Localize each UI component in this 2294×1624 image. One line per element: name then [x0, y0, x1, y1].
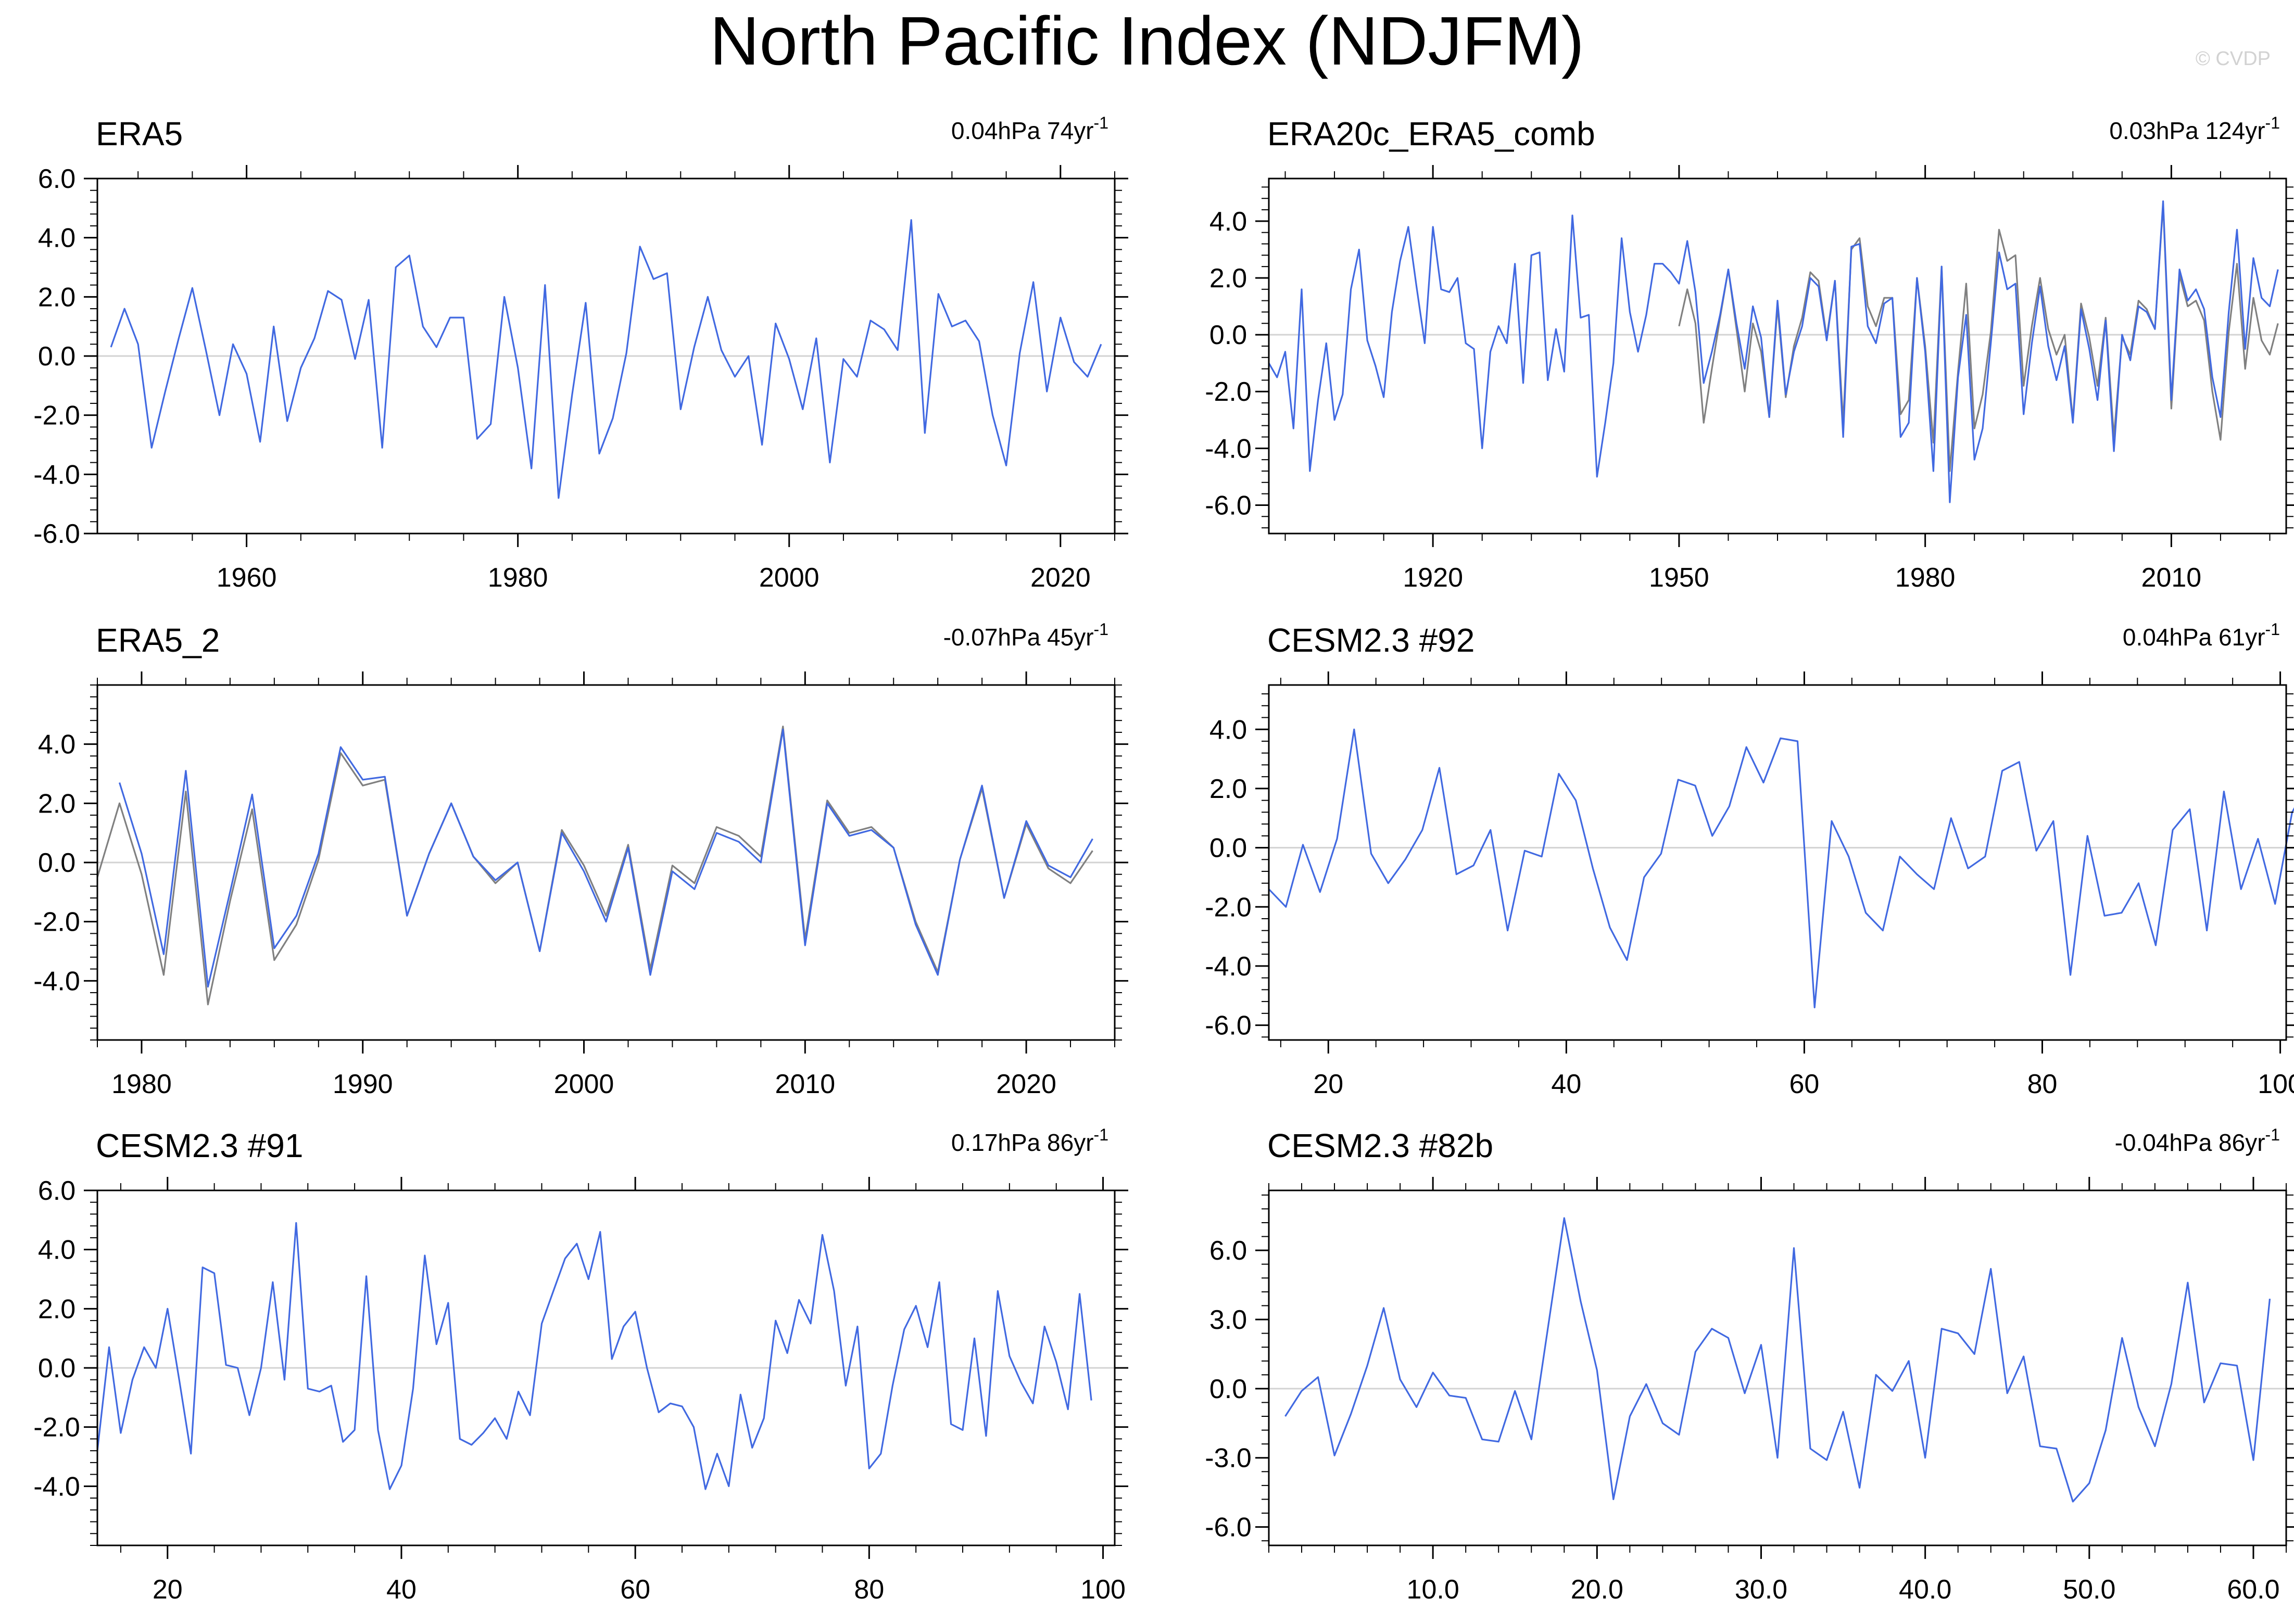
x-tick-label: 1980: [488, 563, 548, 593]
x-tick-label: 2010: [775, 1069, 835, 1099]
x-tick-label: 2020: [1030, 563, 1091, 593]
x-tick-label: 1990: [333, 1069, 393, 1099]
x-tick-label: 2000: [554, 1069, 614, 1099]
chart-panel: -6.0 -4.0 -2.0 0.0 2.0 4.0 20 40 60 80 100 CESM2.3 …: [1205, 620, 2294, 1099]
trend-annotation: 0.17hPa 86yr-1: [951, 1125, 1108, 1156]
y-tick-label: 4.0: [38, 730, 75, 760]
y-tick-label: -4.0: [33, 966, 80, 996]
x-tick-label: 60: [1789, 1069, 1819, 1099]
x-tick-label: 80: [854, 1575, 884, 1605]
trend-annotation: 0.04hPa 74yr-1: [951, 113, 1108, 144]
main-title: North Pacific Index (NDJFM): [710, 3, 1584, 79]
chart-panel: -6.0 -3.0 0.0 3.0 6.0 10.0 20.0 30.0 40.0 50.0 60.…: [1205, 1125, 2294, 1605]
x-tick-label: 1950: [1649, 563, 1709, 593]
series-line: [96, 725, 1093, 1006]
y-tick-label: 2.0: [38, 282, 75, 312]
y-tick-label: -6.0: [1205, 1011, 1252, 1041]
series-line: [1678, 203, 2279, 472]
y-tick-label: 0.0: [1209, 833, 1247, 864]
x-tick-label: 10.0: [1407, 1575, 1459, 1605]
chart-panel: -4.0 -2.0 0.0 2.0 4.0 1980 1990 2000 2010 2020 ERA…: [33, 620, 1128, 1099]
y-tick-label: -6.0: [1205, 490, 1252, 521]
x-tick-label: 1960: [217, 563, 277, 593]
y-tick-label: -2.0: [1205, 892, 1252, 922]
chart-panel: -6.0 -4.0 -2.0 0.0 2.0 4.0 1920 1950 1980 2010 ERA…: [1205, 113, 2294, 593]
panel-title: ERA20c_ERA5_comb: [1267, 115, 1595, 153]
x-tick-label: 40.0: [1899, 1575, 1951, 1605]
y-tick-label: -2.0: [33, 1413, 80, 1443]
plot-frame: [1268, 177, 2287, 535]
y-tick-label: -2.0: [33, 401, 80, 431]
panel-title: ERA5_2: [96, 621, 220, 659]
x-tick-label: 60: [620, 1575, 650, 1605]
trend-annotation: -0.04hPa 86yr-1: [2115, 1125, 2280, 1156]
y-tick-label: 2.0: [1209, 263, 1247, 294]
x-tick-label: 30.0: [1735, 1575, 1787, 1605]
series-line: [110, 219, 1102, 499]
y-tick-label: 2.0: [1209, 774, 1247, 804]
x-tick-label: 2000: [759, 563, 820, 593]
y-tick-label: 6.0: [1209, 1236, 1247, 1266]
series-line: [1268, 728, 2294, 1009]
y-tick-label: 4.0: [1209, 207, 1247, 237]
plot-frame: [1268, 684, 2287, 1041]
y-tick-label: 4.0: [38, 223, 75, 253]
y-tick-label: 2.0: [38, 789, 75, 819]
x-tick-label: 1980: [111, 1069, 172, 1099]
y-tick-label: 4.0: [38, 1235, 75, 1265]
chart-panel: -6.0 -4.0 -2.0 0.0 2.0 4.0 6.0 1960 1980 2000 2020…: [33, 113, 1128, 593]
x-tick-label: 40: [1551, 1069, 1581, 1099]
series-line: [1284, 1217, 2271, 1503]
chart-panel: -4.0 -2.0 0.0 2.0 4.0 6.0 20 40 60 80 100 CESM2.3 #…: [33, 1125, 1128, 1605]
y-tick-label: -4.0: [33, 1471, 80, 1502]
y-tick-label: 0.0: [38, 1353, 75, 1384]
panel-title: CESM2.3 #82b: [1267, 1127, 1493, 1164]
y-tick-label: 4.0: [1209, 715, 1247, 745]
watermark: © CVDP: [2195, 48, 2271, 70]
x-tick-label: 2010: [2141, 563, 2202, 593]
x-tick-label: 2020: [996, 1069, 1056, 1099]
panel-title: ERA5: [96, 115, 183, 153]
x-tick-label: 20.0: [1571, 1575, 1623, 1605]
panel-title: CESM2.3 #92: [1267, 621, 1474, 659]
y-tick-label: 0.0: [38, 848, 75, 878]
y-tick-label: -6.0: [1205, 1513, 1252, 1543]
series-line: [1268, 200, 2279, 503]
y-tick-label: 0.0: [1209, 1374, 1247, 1404]
trend-annotation: 0.03hPa 124yr-1: [2109, 113, 2280, 144]
y-tick-label: 6.0: [38, 164, 75, 194]
trend-annotation: 0.04hPa 61yr-1: [2123, 620, 2280, 651]
y-tick-label: 0.0: [38, 341, 75, 372]
x-tick-label: 40: [386, 1575, 417, 1605]
x-tick-label: 1980: [1895, 563, 1956, 593]
x-tick-label: 20: [1313, 1069, 1343, 1099]
y-tick-label: 2.0: [38, 1294, 75, 1324]
y-tick-label: -4.0: [33, 460, 80, 490]
x-tick-label: 100: [1080, 1575, 1126, 1605]
y-tick-label: -4.0: [1205, 951, 1252, 982]
y-tick-label: -6.0: [33, 519, 80, 549]
x-tick-label: 1920: [1403, 563, 1463, 593]
series-line: [118, 728, 1093, 988]
x-tick-label: 60.0: [2227, 1575, 2279, 1605]
plot-frame: [1268, 1189, 2287, 1546]
y-tick-label: 3.0: [1209, 1305, 1247, 1335]
y-tick-label: -2.0: [33, 907, 80, 937]
x-tick-label: 80: [2027, 1069, 2058, 1099]
y-tick-label: 0.0: [1209, 320, 1247, 350]
trend-annotation: -0.07hPa 45yr-1: [943, 620, 1108, 651]
panel-title: CESM2.3 #91: [96, 1127, 303, 1164]
y-tick-label: -3.0: [1205, 1443, 1252, 1474]
y-tick-label: -4.0: [1205, 434, 1252, 464]
y-tick-label: 6.0: [38, 1176, 75, 1206]
x-tick-label: 20: [153, 1575, 183, 1605]
x-tick-label: 50.0: [2063, 1575, 2115, 1605]
series-line: [96, 1222, 1092, 1490]
x-tick-label: 100: [2258, 1069, 2294, 1099]
y-tick-label: -2.0: [1205, 377, 1252, 407]
